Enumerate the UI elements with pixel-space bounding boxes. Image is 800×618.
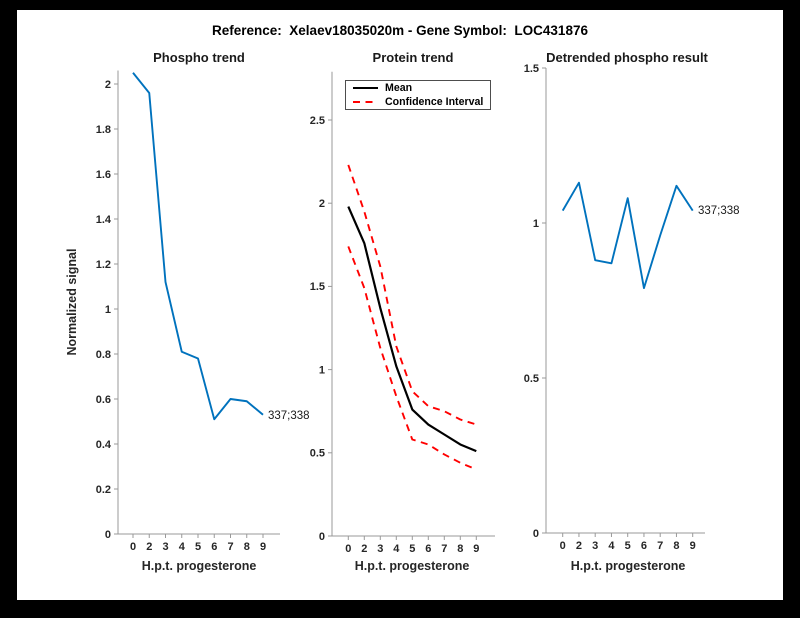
subplot3-x-tick-label: 6	[641, 540, 647, 552]
subplot3-x-tick-label: 7	[657, 540, 663, 552]
subplot1-y-tick-label: 1	[105, 304, 111, 316]
subplot1-x-tick-label: 0	[130, 541, 136, 553]
subplot2-x-tick-label: 4	[393, 543, 400, 555]
subplot1-x-tick-label: 4	[179, 541, 186, 553]
subplot3-series-end-label: 337;338	[698, 205, 740, 217]
subplot1-x-tick-label: 5	[195, 541, 201, 553]
subplot1-series-end-label: 337;338	[268, 410, 310, 422]
subplot3-xlabel: H.p.t. progesterone	[570, 559, 686, 573]
subplot2-x-tick-label: 6	[425, 543, 431, 555]
subplot2-y-tick-label: 0.5	[310, 448, 325, 460]
subplot3-x-tick-label: 9	[690, 540, 696, 552]
figure-title: Reference: Xelaev18035020m - Gene Symbol…	[212, 23, 588, 38]
subplot1-ylabel: Normalized signal	[65, 248, 79, 356]
subplot1-x-tick-label: 3	[162, 541, 168, 553]
subplot1-x-tick-label: 6	[211, 541, 217, 553]
subplot2-series-mean	[347, 206, 477, 453]
subplot3-x-tick-label: 5	[625, 540, 631, 552]
subplot2-x-tick-label: 5	[409, 543, 415, 555]
subplot3-x-tick-label: 3	[592, 540, 598, 552]
legend-mean-line-icon	[353, 87, 378, 90]
subplot3-y-tick-label: 0.5	[524, 373, 539, 385]
subplot1-y-tick-label: 0.4	[96, 439, 112, 451]
subplot2-y-tick-label: 1.5	[310, 281, 325, 293]
subplot1-x-tick-label: 9	[260, 541, 266, 553]
subplot1-x-tick-label: 8	[244, 541, 250, 553]
figure-panel: 0 0.2 0.4 0.6 0.8 1 1.2 1.4 1.6 1.8 2 0 2 3 4 5 6 7 8 9 0 0.5…	[17, 10, 783, 600]
subplot1-y-tick-label: 2	[105, 79, 111, 91]
subplot1-y-tick-label: 0.8	[96, 349, 111, 361]
subplot1-title: Phospho trend	[153, 50, 245, 65]
subplot1-y-tick-label: 1.6	[96, 169, 111, 181]
subplot2-x-tick-label: 2	[361, 543, 367, 555]
legend-mean-label: Mean	[385, 82, 413, 95]
subplot1-x-tick-label: 7	[227, 541, 233, 553]
subplot3-axes	[545, 68, 705, 534]
subplot2-x-tick-label: 0	[345, 543, 351, 555]
subplot2-series-ci-upper	[347, 164, 477, 426]
subplot1-y-tick-label: 0.6	[96, 394, 111, 406]
subplot1-y-tick-label: 0.2	[96, 484, 111, 496]
legend-entry-ci: Confidence Interval	[346, 95, 490, 108]
subplot1-y-tick-label: 1.8	[96, 124, 111, 136]
legend-ci-label: Confidence Interval	[385, 95, 484, 108]
subplot2-title: Protein trend	[372, 50, 454, 65]
subplot2-y-tick-label: 2.5	[310, 115, 325, 127]
subplot1-y-tick-label: 0	[105, 529, 111, 541]
legend: Mean Confidence Interval	[345, 80, 491, 110]
subplot2-series-ci-lower	[347, 246, 477, 471]
plots-canvas: 00.20.40.60.811.21.41.61.820 2 3 4 5 6 7 8 900.5…	[96, 63, 705, 555]
subplot1-y-tick-label: 1.2	[96, 259, 111, 271]
subplot3-series-detrended-signal	[561, 181, 694, 290]
subplot1-x-tick-label: 2	[146, 541, 152, 553]
subplot3-x-tick-label: 4	[608, 540, 615, 552]
subplot2-y-tick-label: 1	[319, 364, 325, 376]
subplot2-x-tick-label: 8	[457, 543, 463, 555]
subplot1-xlabel: H.p.t. progesterone	[141, 559, 257, 573]
subplot2-x-tick-label: 9	[473, 543, 479, 555]
subplot3-title: Detrended phospho result	[546, 50, 708, 65]
legend-ci-line-icon	[353, 100, 378, 104]
subplot3-y-tick-label: 0	[533, 528, 539, 540]
subplot2-xlabel: H.p.t. progesterone	[354, 559, 470, 573]
subplot3-y-tick-label: 1.5	[524, 63, 539, 75]
legend-entry-mean: Mean	[346, 82, 490, 95]
subplot1-y-tick-label: 1.4	[96, 214, 112, 226]
subplot2-x-tick-label: 7	[441, 543, 447, 555]
subplot3-x-tick-label: 2	[576, 540, 582, 552]
subplot1-series-phospho-signal	[132, 72, 264, 421]
subplot2-x-tick-label: 3	[377, 543, 383, 555]
subplot2-y-tick-label: 0	[319, 531, 325, 543]
subplot1-axes	[117, 70, 280, 535]
subplot2-y-tick-label: 2	[319, 198, 325, 210]
subplot3-y-tick-label: 1	[533, 218, 539, 230]
subplot3-x-tick-label: 8	[673, 540, 679, 552]
subplot3-x-tick-label: 0	[560, 540, 566, 552]
